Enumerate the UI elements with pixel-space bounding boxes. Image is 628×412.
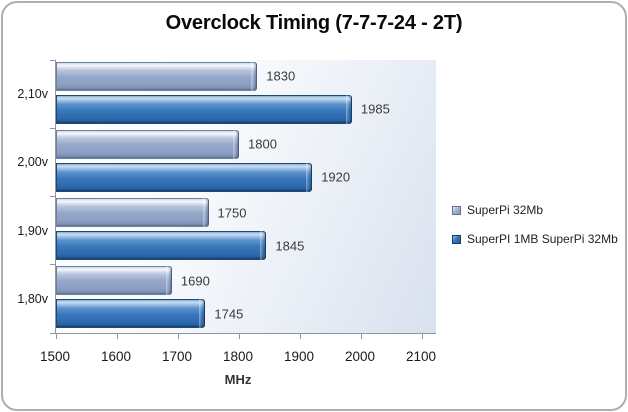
y-axis-category-label: 1,80v bbox=[17, 291, 48, 306]
y-axis-category-label: 2,00v bbox=[17, 155, 48, 170]
bar-value-label: 1745 bbox=[214, 306, 244, 322]
y-axis-category-label: 2,10v bbox=[17, 87, 48, 102]
x-axis-tick bbox=[299, 333, 301, 339]
square-swatch-icon bbox=[452, 234, 461, 244]
category-axis-tick bbox=[50, 127, 56, 129]
x-axis-tick-label: 1500 bbox=[39, 349, 71, 364]
bar-superpi-32mb: 1750 bbox=[56, 198, 246, 227]
bar-superpi-1mb-superpi-32mb: 1920 bbox=[56, 162, 350, 192]
bar-value-label: 1690 bbox=[180, 273, 210, 289]
bar-value-label: 1830 bbox=[266, 68, 296, 84]
plot-area: 1830 1985 1800 1920 1750 1845 1690 1745 bbox=[50, 59, 436, 339]
bar-superpi-1mb-superpi-32mb: 1985 bbox=[56, 94, 390, 124]
bar-value-label: 1800 bbox=[248, 136, 277, 152]
x-axis-tick bbox=[360, 333, 362, 339]
bar-value-label: 1845 bbox=[275, 238, 305, 253]
bar-superpi-1mb-superpi-32mb: 1745 bbox=[56, 299, 243, 329]
x-axis-tick-label: 1700 bbox=[161, 349, 193, 364]
square-swatch-icon bbox=[452, 205, 461, 215]
x-axis-title: MHz bbox=[224, 372, 252, 387]
x-axis-tick-label: 1900 bbox=[283, 349, 315, 364]
x-axis-tick bbox=[55, 333, 57, 339]
bar-value-label: 1750 bbox=[217, 205, 247, 220]
legend: SuperPi 32Mb SuperPI 1MB SuperPi 32Mb bbox=[452, 202, 618, 260]
legend-label: SuperPi 32Mb bbox=[467, 203, 544, 217]
chart-title: Overclock Timing (7-7-7-24 - 2T) bbox=[165, 12, 463, 34]
category-axis-tick bbox=[50, 196, 56, 197]
category-axis-tick bbox=[50, 332, 56, 334]
bar-superpi-32mb: 1800 bbox=[56, 129, 277, 159]
y-axis-category-label: 1,90v bbox=[17, 223, 48, 238]
x-axis-tick bbox=[177, 333, 179, 339]
legend-item-superpi-32mb: SuperPi 32Mb bbox=[452, 202, 618, 218]
x-axis-tick bbox=[421, 333, 423, 339]
bar-value-label: 1985 bbox=[360, 101, 390, 117]
x-axis-tick-label: 1800 bbox=[222, 349, 254, 364]
x-axis-tick-label: 1600 bbox=[100, 349, 132, 364]
bar-superpi-32mb: 1690 bbox=[56, 266, 210, 296]
x-axis-tick-label: 2100 bbox=[405, 349, 437, 364]
bar-superpi-32mb: 1830 bbox=[56, 61, 295, 91]
x-axis-tick bbox=[116, 333, 118, 339]
category-axis-tick bbox=[50, 264, 56, 266]
category-axis-tick bbox=[50, 59, 56, 61]
legend-item-superpi-1mb: SuperPI 1MB SuperPi 32Mb bbox=[452, 231, 618, 247]
bar-superpi-1mb-superpi-32mb: 1845 bbox=[56, 231, 304, 260]
x-axis-tick bbox=[238, 333, 240, 339]
bar-value-label: 1920 bbox=[321, 169, 351, 185]
legend-label: SuperPI 1MB SuperPi 32Mb bbox=[467, 232, 618, 246]
x-axis-tick-label: 2000 bbox=[344, 349, 376, 364]
